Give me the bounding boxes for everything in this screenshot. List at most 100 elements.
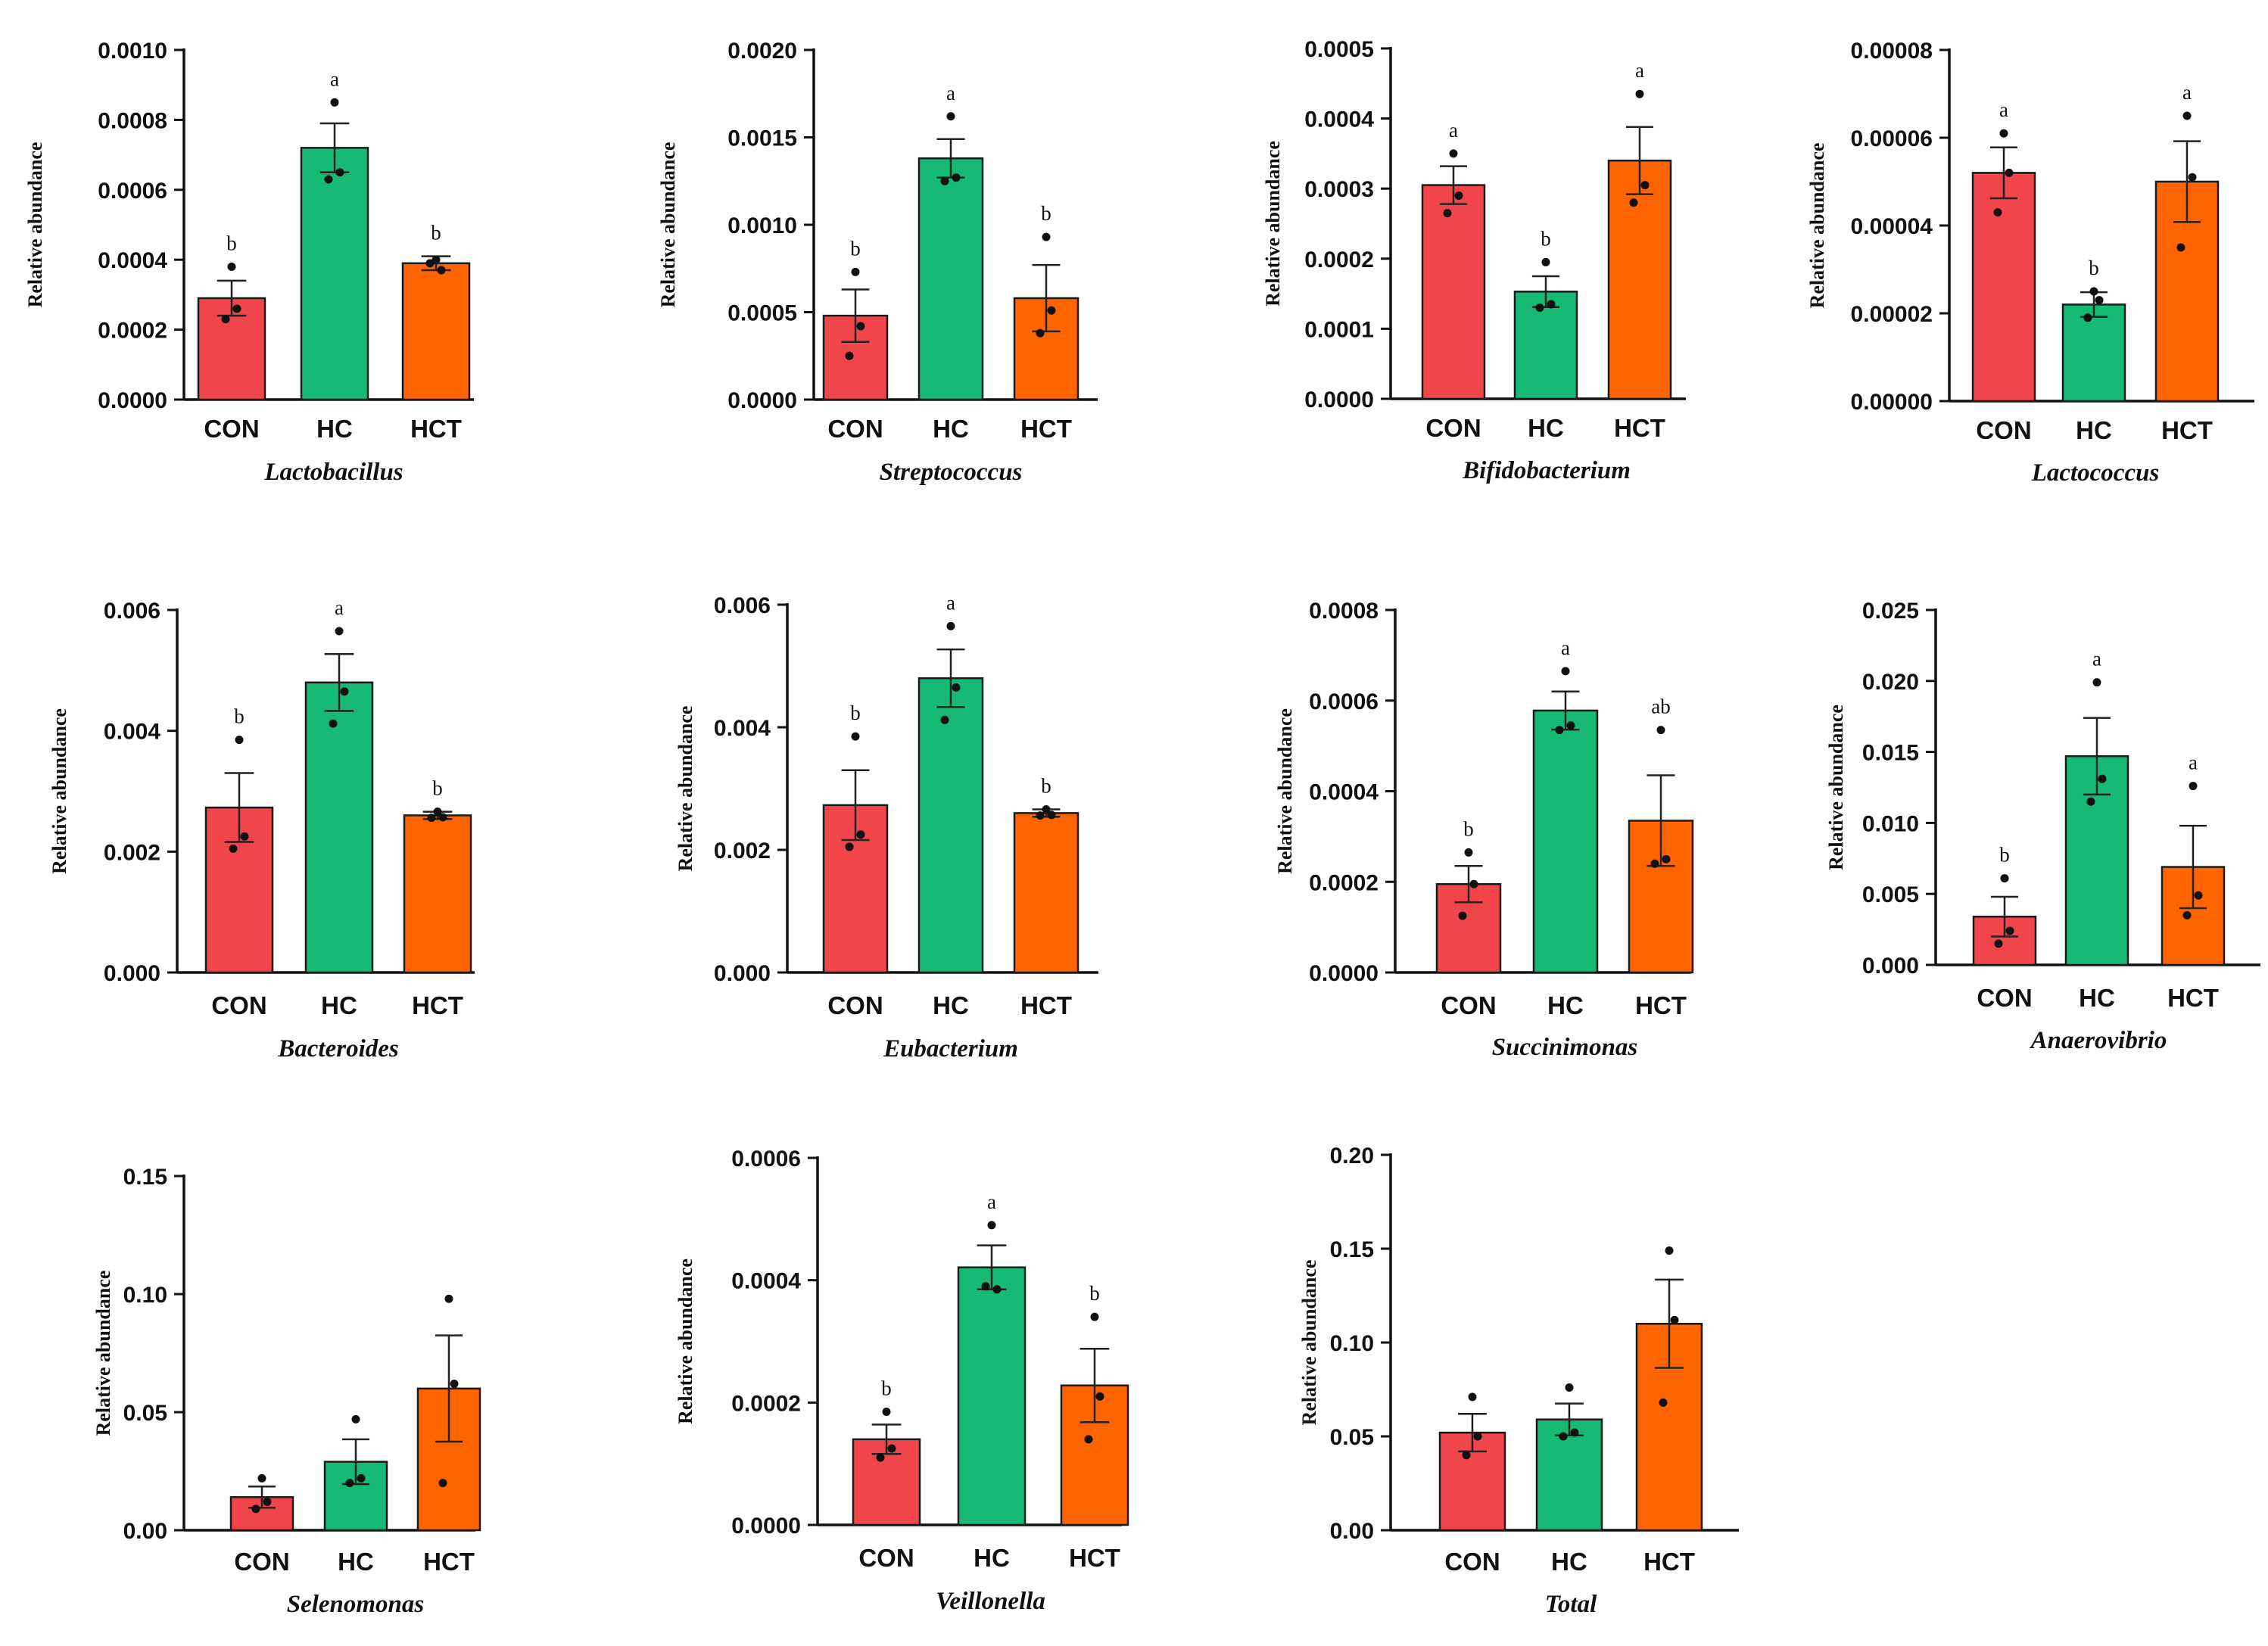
y-tick-label: 0.006 xyxy=(714,593,771,618)
data-point xyxy=(1650,859,1659,868)
x-tick-label: HCT xyxy=(1020,991,1072,1019)
data-point xyxy=(856,322,865,331)
data-point xyxy=(981,1282,990,1291)
y-tick-label: 0.00006 xyxy=(1851,126,1933,151)
data-point xyxy=(240,832,249,841)
y-tick-label: 0.0005 xyxy=(727,301,797,326)
significance-letter: a xyxy=(946,591,955,614)
y-tick-label: 0.05 xyxy=(123,1401,167,1426)
data-point xyxy=(946,621,955,630)
data-point xyxy=(335,627,344,636)
data-point xyxy=(1665,1246,1674,1255)
data-point xyxy=(329,719,338,728)
y-axis-title: Relative abundance xyxy=(657,142,679,308)
data-point xyxy=(427,814,436,823)
y-tick-label: 0.0005 xyxy=(1304,37,1374,62)
y-tick-label: 0.00 xyxy=(123,1519,167,1544)
chart-title: Anaerovibrio xyxy=(2030,1027,2167,1054)
significance-letter: a xyxy=(2189,751,2198,774)
data-point xyxy=(1443,209,1452,218)
chart-title: Succinimonas xyxy=(1492,1034,1638,1061)
x-tick-label: HCT xyxy=(423,1548,475,1576)
data-point xyxy=(952,173,961,182)
chart-panel-anaerovibrio: 0.000 0.005 0.010 0.015 0.020 0.025 Relative a… xyxy=(1825,599,2260,1054)
y-tick-label: 0.0010 xyxy=(98,39,167,64)
data-point xyxy=(351,1414,360,1424)
x-tick-label: CON xyxy=(234,1548,289,1576)
x-tick-label: CON xyxy=(1441,991,1496,1019)
data-point xyxy=(940,715,949,724)
data-point xyxy=(2182,111,2192,120)
chart-panel-veillonella: 0.0000 0.0002 0.0004 0.0006 Relative abundan… xyxy=(674,1147,1129,1615)
y-tick-label: 0.0006 xyxy=(1309,689,1379,714)
data-point xyxy=(1561,667,1570,676)
y-tick-label: 0.15 xyxy=(1330,1237,1374,1262)
chart-panel-selenomonas: 0.00 0.05 0.10 0.15 Relative abundance CON HC H… xyxy=(92,1165,481,1618)
data-point xyxy=(438,813,447,822)
y-tick-label: 0.0004 xyxy=(1304,107,1374,132)
y-axis-title: Relative abundance xyxy=(24,142,46,308)
data-point xyxy=(2005,168,2014,177)
data-point xyxy=(845,842,854,851)
data-point xyxy=(1036,328,1045,338)
data-point xyxy=(851,267,860,276)
significance-letter: b xyxy=(1463,817,1474,840)
significance-letter: b xyxy=(226,232,237,254)
data-point xyxy=(1047,811,1056,820)
x-tick-label: CON xyxy=(827,415,883,443)
bar-hct xyxy=(403,814,472,974)
data-point xyxy=(425,259,435,268)
bar-hct xyxy=(401,262,471,401)
y-tick-label: 0.0002 xyxy=(1309,870,1379,895)
data-point xyxy=(438,1479,447,1488)
significance-letter: a xyxy=(1449,119,1458,142)
y-axis-title: Relative abundance xyxy=(674,706,696,872)
data-point xyxy=(1469,879,1478,888)
data-point xyxy=(1047,306,1056,315)
data-point xyxy=(433,807,442,817)
bar-hc xyxy=(917,677,984,974)
y-tick-label: 0.015 xyxy=(1862,741,1919,766)
y-tick-label: 0.0004 xyxy=(731,1269,801,1294)
x-tick-label: CON xyxy=(1444,1548,1500,1576)
y-tick-label: 0.0010 xyxy=(727,213,797,238)
data-point xyxy=(1565,1383,1574,1392)
chart-panel-streptococcus: 0.0000 0.0005 0.0010 0.0015 0.0020 Relative a… xyxy=(657,39,1098,486)
data-point xyxy=(2098,774,2107,783)
data-point xyxy=(1458,911,1467,920)
data-point xyxy=(1084,1435,1093,1444)
data-point xyxy=(992,1285,1002,1294)
x-tick-label: HCT xyxy=(2167,984,2219,1012)
data-point xyxy=(1635,89,1644,98)
x-tick-label: HCT xyxy=(1643,1548,1695,1576)
chart-title: Eubacterium xyxy=(883,1035,1018,1063)
y-tick-label: 0.020 xyxy=(1862,670,1919,695)
y-tick-label: 0.002 xyxy=(714,839,771,863)
data-point xyxy=(1541,257,1550,266)
data-point xyxy=(1999,129,2008,138)
data-point xyxy=(324,175,333,184)
data-point xyxy=(882,1407,891,1416)
x-tick-label: HC xyxy=(1528,414,1564,442)
y-tick-label: 0.05 xyxy=(1330,1425,1374,1450)
data-point xyxy=(876,1453,885,1462)
data-point xyxy=(340,687,349,696)
data-point xyxy=(227,262,236,271)
y-tick-label: 0.0000 xyxy=(98,388,167,413)
y-axis-title: Relative abundance xyxy=(1806,143,1828,309)
x-tick-label: CON xyxy=(1977,984,2032,1012)
y-tick-label: 0.0020 xyxy=(727,39,797,64)
data-point xyxy=(1462,1451,1471,1460)
chart-panel-bifidobacterium: 0.0000 0.0001 0.0002 0.0003 0.0004 0.0005 Rela… xyxy=(1262,37,1686,484)
bar-hct xyxy=(1013,812,1079,974)
y-tick-label: 0.0006 xyxy=(731,1147,801,1171)
x-tick-label: HC xyxy=(1551,1548,1587,1576)
y-tick-label: 0.0008 xyxy=(1309,599,1379,624)
y-tick-label: 0.00 xyxy=(1330,1519,1374,1544)
y-tick-label: 0.15 xyxy=(123,1165,167,1190)
chart-title: Selenomonas xyxy=(287,1591,425,1618)
data-point xyxy=(1559,1432,1568,1441)
y-tick-label: 0.00008 xyxy=(1851,39,1933,64)
bar-con xyxy=(1971,172,2036,403)
